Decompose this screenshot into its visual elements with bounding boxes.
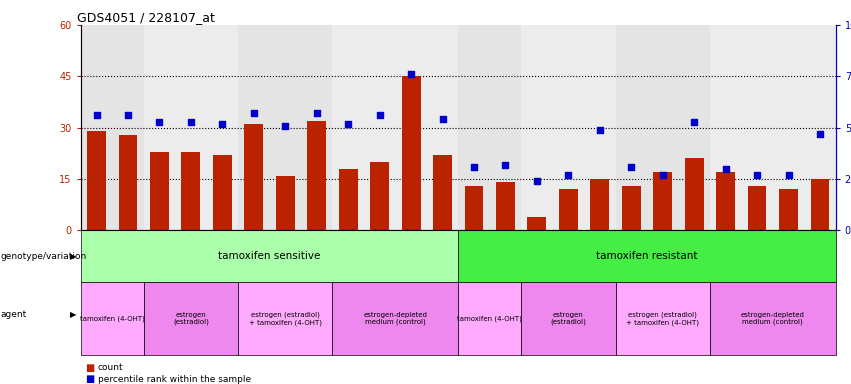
Bar (433, 155, 452, 230)
Point (751, 172, 764, 178)
Point (467, 164, 481, 170)
Text: ▶: ▶ (70, 310, 77, 319)
Bar (458, 230, 836, 282)
Point (625, 164, 638, 170)
Point (184, 118, 197, 124)
Text: GDS4051 / 228107_at: GDS4051 / 228107_at (77, 11, 215, 24)
Point (436, 116, 449, 122)
Text: estrogen-depleted
medium (control): estrogen-depleted medium (control) (363, 312, 427, 326)
Bar (402, 76, 420, 230)
Bar (238, 25, 333, 230)
Bar (307, 121, 326, 230)
Bar (81, 282, 144, 355)
Text: tamoxifen (4-OHT): tamoxifen (4-OHT) (457, 316, 523, 322)
Bar (276, 175, 294, 230)
Bar (81, 230, 458, 282)
Text: estrogen (estradiol)
+ tamoxifen (4-OHT): estrogen (estradiol) + tamoxifen (4-OHT) (248, 312, 322, 326)
Bar (521, 282, 615, 355)
Text: tamoxifen resistant: tamoxifen resistant (597, 251, 698, 262)
Point (341, 121, 355, 127)
Text: ▶: ▶ (70, 252, 77, 261)
Bar (465, 186, 483, 230)
Bar (717, 172, 735, 230)
Point (499, 162, 512, 168)
Bar (615, 25, 710, 230)
Bar (370, 162, 389, 230)
Point (247, 110, 260, 116)
Point (121, 112, 134, 118)
Bar (181, 152, 200, 230)
Bar (710, 282, 836, 355)
Point (814, 131, 827, 137)
Bar (213, 155, 231, 230)
Text: tamoxifen (4-OHT): tamoxifen (4-OHT) (80, 316, 145, 322)
Bar (496, 182, 515, 230)
Text: estrogen-depleted
medium (control): estrogen-depleted medium (control) (741, 312, 805, 326)
Bar (521, 25, 615, 230)
Point (530, 178, 544, 184)
Bar (748, 186, 767, 230)
Text: genotype/variation: genotype/variation (1, 252, 87, 261)
Text: ■: ■ (85, 363, 94, 373)
Text: count: count (98, 363, 123, 372)
Bar (118, 134, 138, 230)
Text: percentile rank within the sample: percentile rank within the sample (98, 375, 251, 384)
Bar (810, 179, 830, 230)
Point (688, 118, 701, 124)
Text: agent: agent (1, 310, 27, 319)
Point (89, 112, 103, 118)
Bar (81, 25, 144, 230)
Text: ■: ■ (85, 374, 94, 384)
Point (782, 172, 796, 178)
Point (278, 122, 292, 129)
Text: estrogen
(estradiol): estrogen (estradiol) (173, 312, 208, 326)
Bar (87, 131, 106, 230)
Bar (339, 169, 357, 230)
Bar (244, 124, 263, 230)
Text: estrogen
(estradiol): estrogen (estradiol) (551, 312, 586, 326)
Bar (654, 172, 672, 230)
Point (310, 110, 323, 116)
Point (152, 118, 166, 124)
Bar (779, 189, 798, 230)
Point (656, 172, 670, 178)
Bar (333, 282, 458, 355)
Point (719, 166, 733, 172)
Bar (458, 282, 521, 355)
Bar (150, 152, 168, 230)
Point (404, 71, 418, 77)
Text: tamoxifen sensitive: tamoxifen sensitive (219, 251, 321, 262)
Bar (458, 25, 521, 230)
Bar (559, 189, 578, 230)
Bar (238, 282, 333, 355)
Text: estrogen (estradiol)
+ tamoxifen (4-OHT): estrogen (estradiol) + tamoxifen (4-OHT) (626, 312, 700, 326)
Bar (622, 186, 641, 230)
Bar (528, 217, 546, 230)
Bar (144, 25, 238, 230)
Point (593, 127, 607, 133)
Bar (144, 282, 238, 355)
Bar (333, 25, 458, 230)
Bar (591, 179, 609, 230)
Point (215, 121, 229, 127)
Point (373, 112, 386, 118)
Point (562, 172, 575, 178)
Bar (615, 282, 710, 355)
Bar (710, 25, 836, 230)
Bar (685, 159, 704, 230)
